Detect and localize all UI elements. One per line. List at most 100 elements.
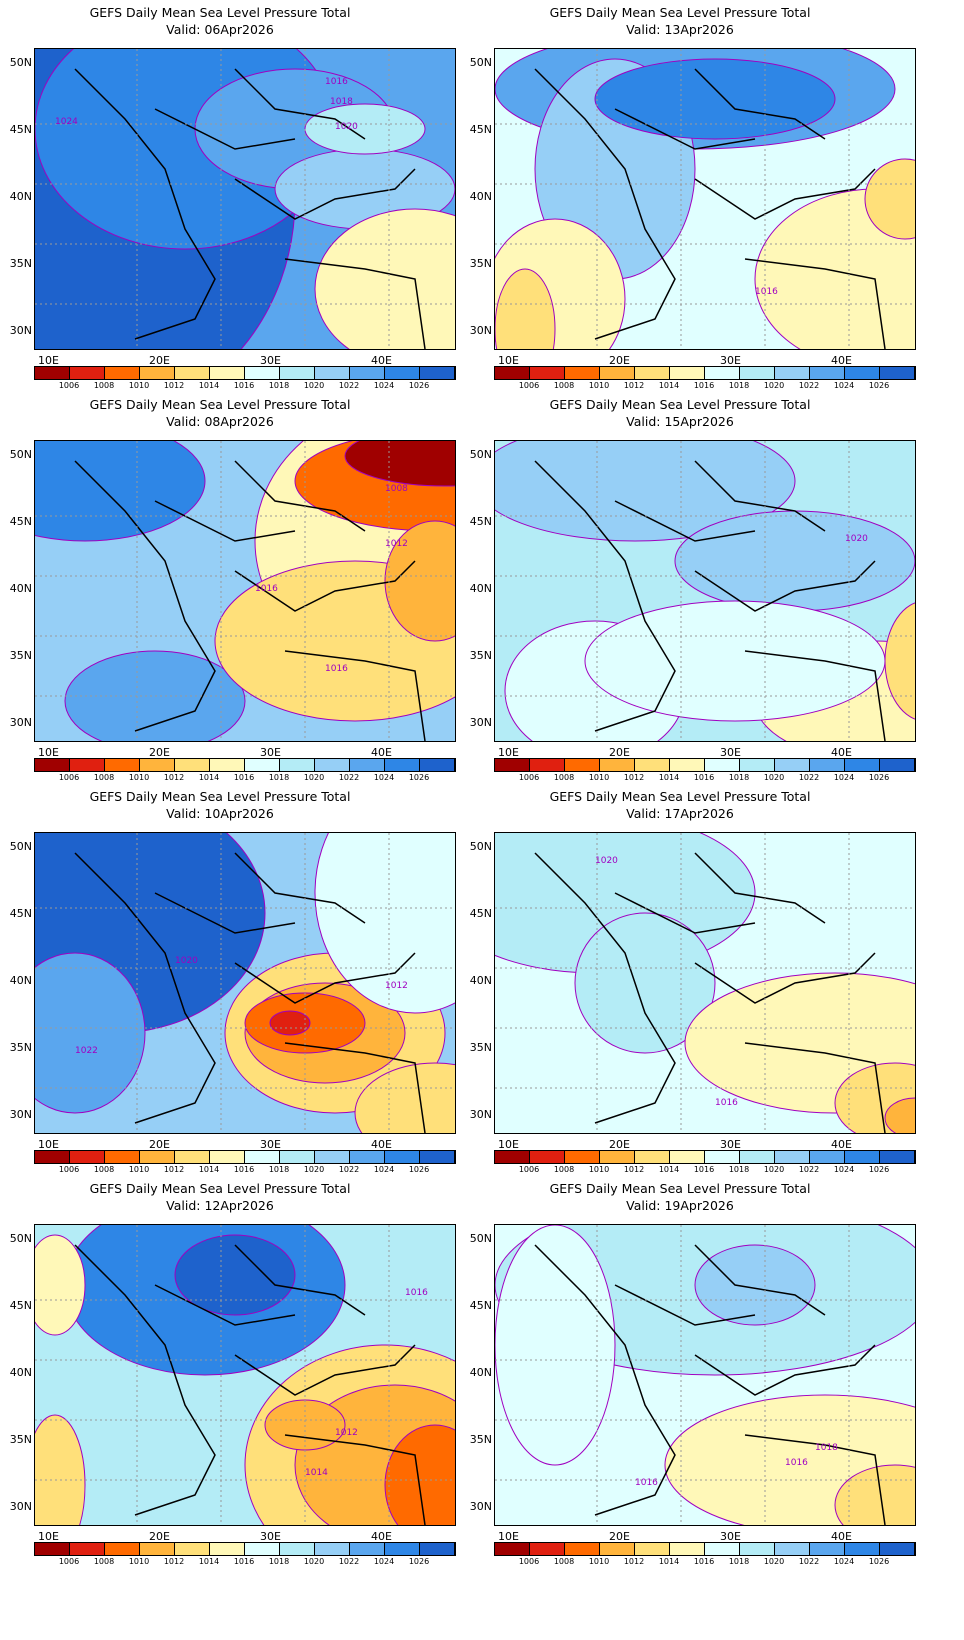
colorbar-label: 1012 (163, 381, 185, 390)
latitude-label: 35N (9, 1041, 32, 1054)
colorbar-label: 1024 (833, 1557, 855, 1566)
pressure-region (864, 158, 915, 240)
colorbar-label: 1014 (198, 773, 220, 782)
latitude-label: 45N (9, 1299, 32, 1312)
longitude-label: 30E (260, 1138, 281, 1151)
longitude-label: 40E (371, 746, 392, 759)
map-panel: GEFS Daily Mean Sea Level Pressure Total… (470, 4, 934, 396)
colorbar-swatch (385, 759, 420, 771)
colorbar-label: 1010 (588, 773, 610, 782)
map-canvas: 1020 (495, 441, 915, 741)
colorbar-swatch (810, 1543, 845, 1555)
colorbar-label: 1012 (623, 381, 645, 390)
colorbar-label: 1018 (268, 773, 290, 782)
colorbar-swatch (880, 1543, 915, 1555)
colorbar-label: 1022 (338, 773, 360, 782)
colorbar-label: 1026 (868, 773, 890, 782)
longitude-label: 20E (609, 746, 630, 759)
colorbar-swatch (420, 759, 455, 771)
map-panel: GEFS Daily Mean Sea Level Pressure Total… (470, 788, 934, 1180)
colorbar-label: 1026 (408, 381, 430, 390)
colorbar-swatch (315, 759, 350, 771)
latitude-label: 35N (469, 1041, 492, 1054)
colorbar-label: 1022 (798, 1165, 820, 1174)
colorbar-swatch (210, 1543, 245, 1555)
map-panel: GEFS Daily Mean Sea Level Pressure Total… (470, 396, 934, 788)
longitude-label: 30E (260, 354, 281, 367)
colorbar-label: 1024 (373, 381, 395, 390)
map-panel: GEFS Daily Mean Sea Level Pressure Total… (10, 396, 474, 788)
latitude-label: 35N (9, 257, 32, 270)
pressure-map: 1016 1018 1020 1024 (34, 48, 456, 350)
contour-label: 1016 (405, 1288, 428, 1298)
pressure-region (574, 912, 716, 1054)
colorbar-swatch (280, 1151, 315, 1163)
colorbar-label: 1016 (233, 1557, 255, 1566)
colorbar-swatch (670, 1151, 705, 1163)
latitude-label: 50N (9, 1232, 32, 1245)
panel-title: GEFS Daily Mean Sea Level Pressure Total (549, 789, 811, 804)
colorbar-label: 1016 (693, 1557, 715, 1566)
contour-label: 1016 (715, 1098, 738, 1108)
colorbar (34, 366, 456, 380)
colorbar-label: 1016 (233, 773, 255, 782)
panel-title: GEFS Daily Mean Sea Level Pressure Total (89, 397, 351, 412)
colorbar-label: 1014 (198, 1165, 220, 1174)
colorbar-label: 1008 (553, 773, 575, 782)
colorbar-swatch (670, 367, 705, 379)
colorbar-label: 1014 (658, 1165, 680, 1174)
pressure-region (674, 510, 915, 612)
colorbar-label: 1012 (163, 1557, 185, 1566)
colorbar-label: 1016 (693, 381, 715, 390)
colorbar-label: 1018 (728, 1165, 750, 1174)
pressure-region (35, 1234, 86, 1336)
colorbar-swatch (35, 367, 70, 379)
colorbar-swatch (600, 1151, 635, 1163)
longitude-label: 10E (38, 746, 59, 759)
colorbar-swatch (350, 1543, 385, 1555)
latitude-label: 45N (469, 907, 492, 920)
colorbar (494, 1542, 916, 1556)
longitude-label: 30E (720, 1138, 741, 1151)
colorbar-swatch (70, 1151, 105, 1163)
map-canvas: 1008 1012 1016 1016 (35, 441, 455, 741)
coastline (534, 852, 886, 1133)
longitude-label: 10E (498, 1530, 519, 1543)
colorbar-label: 1008 (553, 1557, 575, 1566)
colorbar-label: 1008 (93, 381, 115, 390)
panel-title: GEFS Daily Mean Sea Level Pressure Total (549, 1181, 811, 1196)
colorbar-label: 1006 (518, 1165, 540, 1174)
longitude-label: 10E (498, 746, 519, 759)
colorbar-swatch (530, 367, 565, 379)
colorbar-swatch (600, 759, 635, 771)
colorbar-swatch (635, 759, 670, 771)
pressure-region (594, 58, 836, 140)
colorbar-label: 1018 (728, 1557, 750, 1566)
contour-label: 1016 (785, 1458, 808, 1468)
colorbar-swatch (385, 1151, 420, 1163)
colorbar-label: 1024 (833, 381, 855, 390)
latitude-label: 50N (469, 448, 492, 461)
colorbar-label: 1026 (408, 773, 430, 782)
colorbar-swatch (530, 1151, 565, 1163)
pressure-region (354, 1062, 455, 1133)
colorbar (34, 1542, 456, 1556)
longitude-label: 30E (260, 746, 281, 759)
longitude-label: 20E (149, 1138, 170, 1151)
colorbar-label: 1014 (658, 1557, 680, 1566)
contour-label: 1020 (335, 122, 358, 132)
colorbar-swatch (565, 1543, 600, 1555)
latitude-label: 45N (9, 515, 32, 528)
colorbar-swatch (245, 759, 280, 771)
contour-label: 1016 (755, 287, 778, 297)
colorbar-label: 1022 (798, 381, 820, 390)
colorbar (34, 758, 456, 772)
colorbar-label: 1018 (268, 1165, 290, 1174)
pressure-map: 1012 1020 1022 (34, 832, 456, 1134)
colorbar-swatch (880, 759, 915, 771)
contour-label: 1022 (75, 1046, 98, 1056)
colorbar-swatch (740, 759, 775, 771)
pressure-region (384, 1424, 455, 1525)
colorbar-label: 1008 (553, 381, 575, 390)
colorbar-swatch (880, 1151, 915, 1163)
